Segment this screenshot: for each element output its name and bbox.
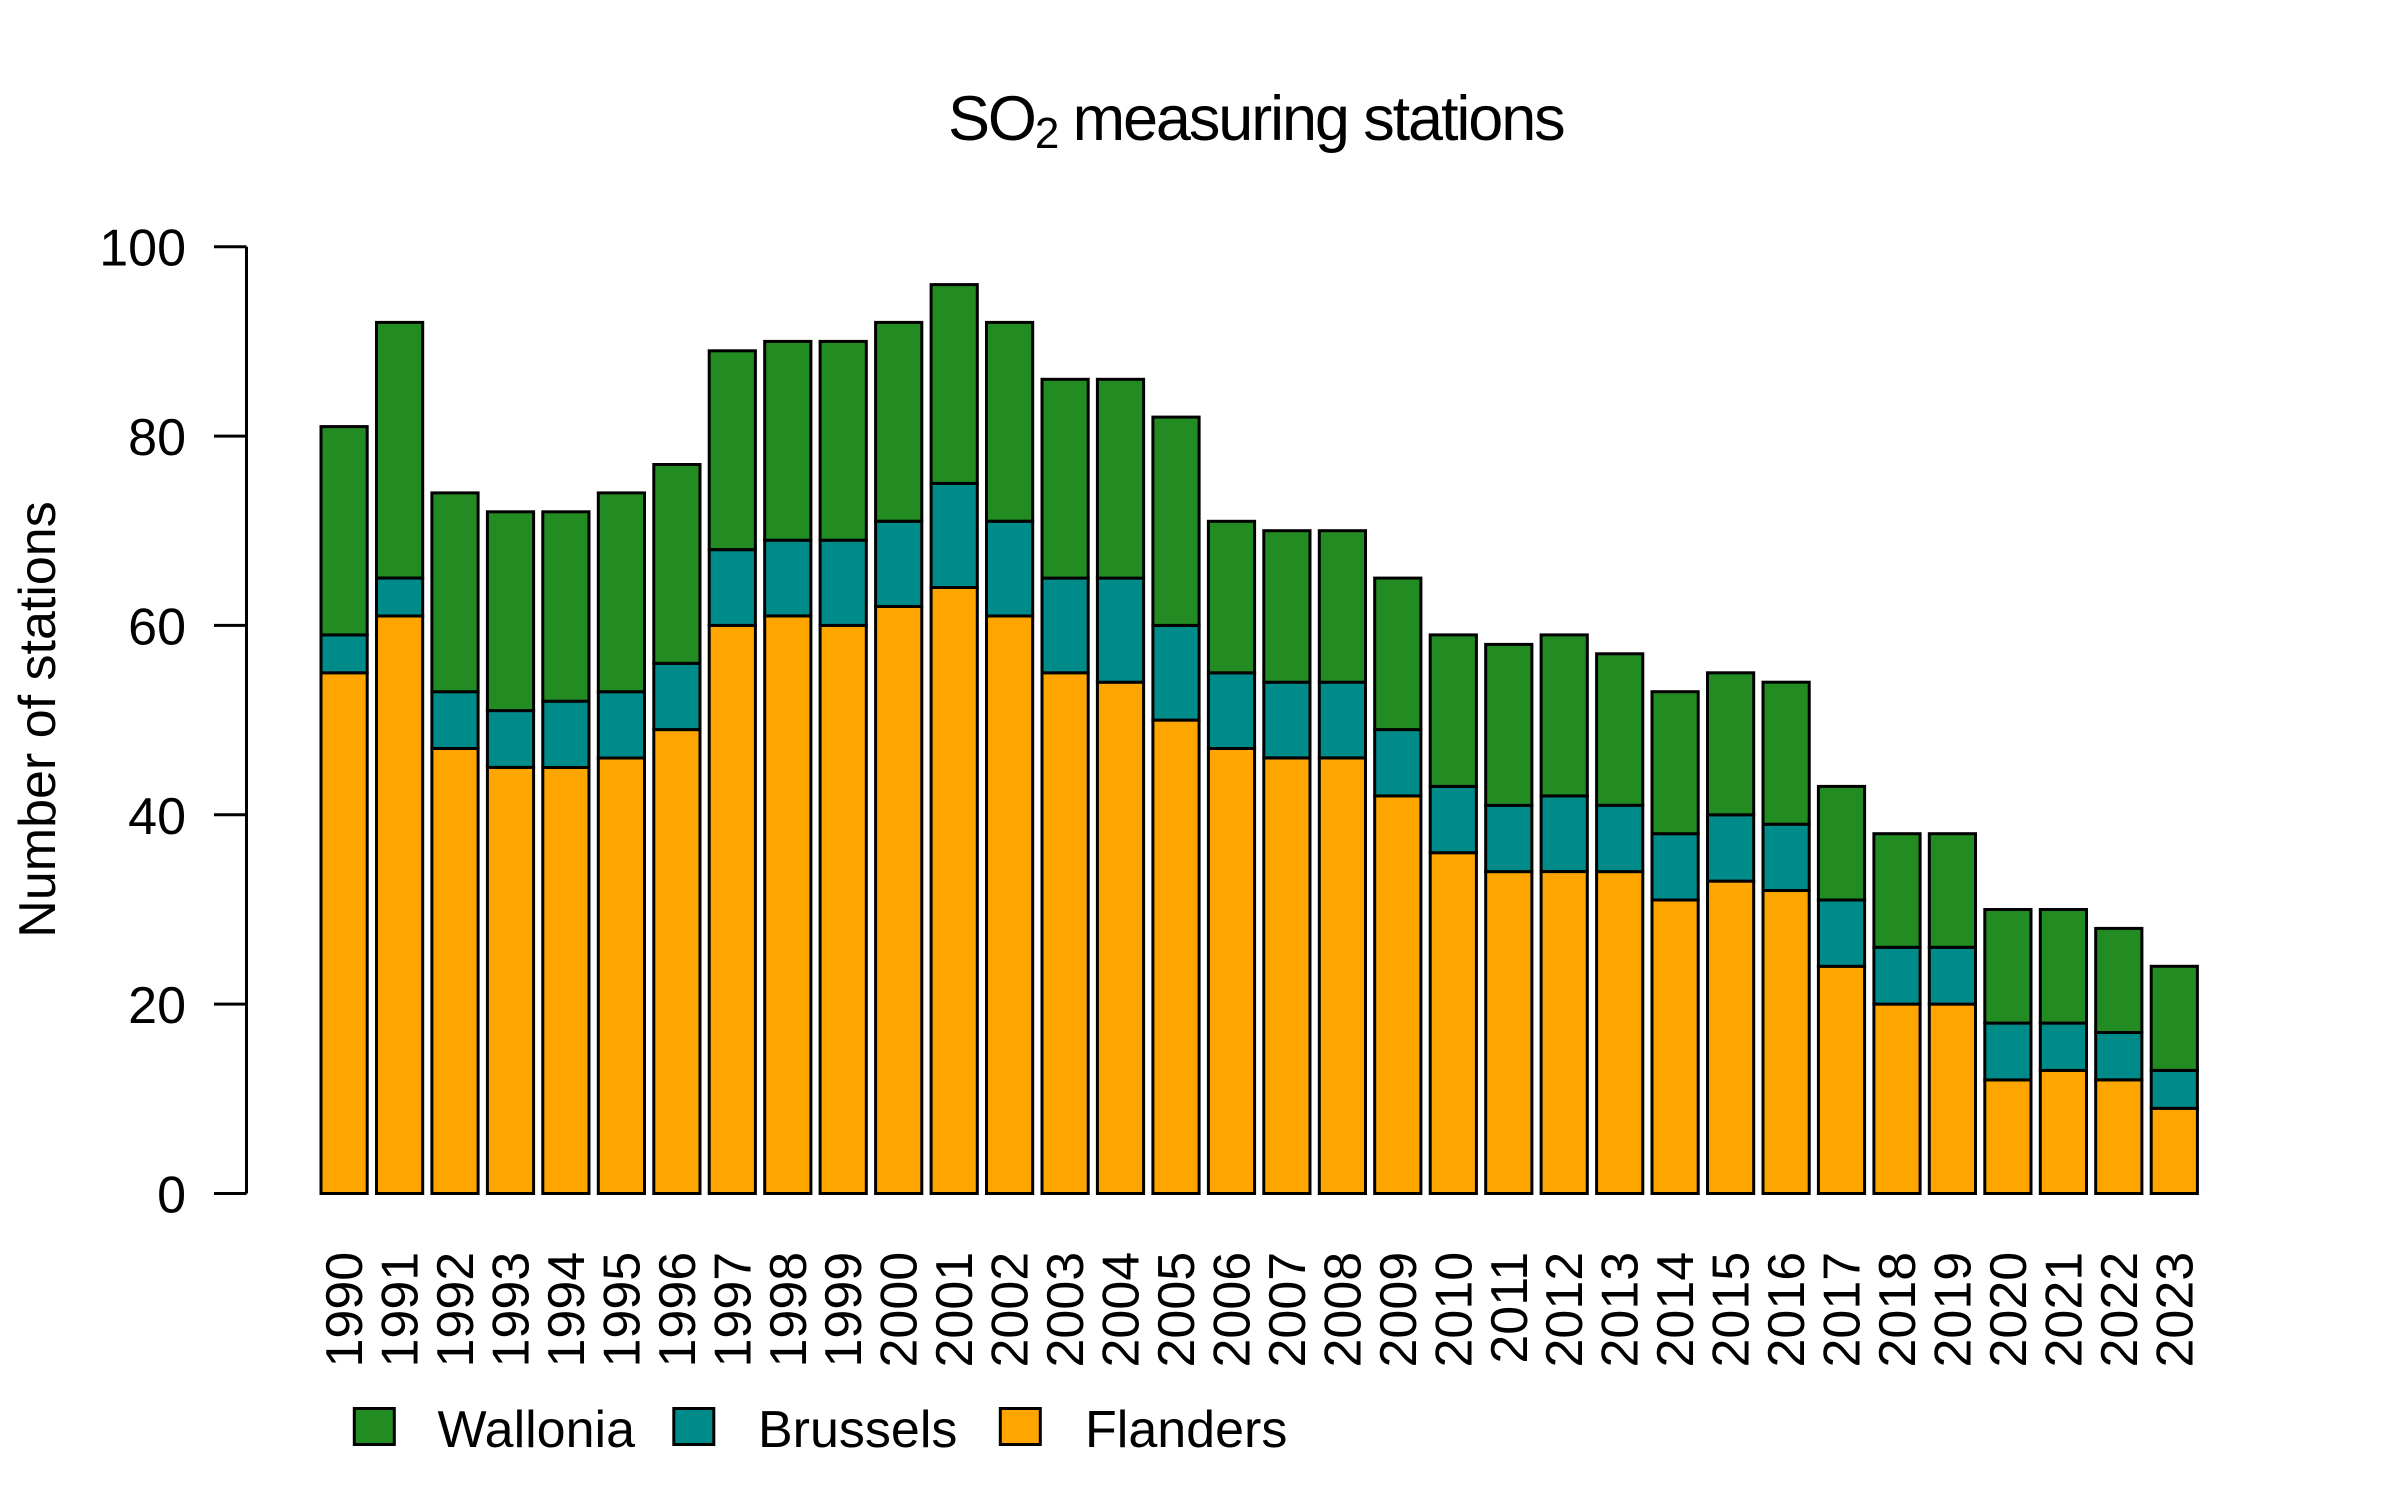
svg-text:2017: 2017 [1814, 1252, 1872, 1368]
svg-text:100: 100 [99, 220, 186, 278]
svg-text:1998: 1998 [760, 1252, 818, 1368]
svg-text:2022: 2022 [2091, 1252, 2149, 1368]
svg-text:2003: 2003 [1037, 1252, 1095, 1368]
svg-text:2021: 2021 [2035, 1252, 2093, 1368]
svg-text:2019: 2019 [1924, 1252, 1982, 1368]
svg-text:2000: 2000 [871, 1252, 929, 1368]
svg-text:1992: 1992 [427, 1252, 485, 1368]
svg-text:1993: 1993 [483, 1252, 541, 1368]
svg-text:2004: 2004 [1093, 1252, 1151, 1368]
svg-text:2018: 2018 [1869, 1252, 1927, 1368]
svg-text:1990: 1990 [316, 1252, 374, 1368]
svg-text:2007: 2007 [1259, 1252, 1317, 1368]
svg-text:1996: 1996 [649, 1252, 707, 1368]
svg-text:2009: 2009 [1370, 1252, 1428, 1368]
svg-text:2015: 2015 [1703, 1252, 1761, 1368]
svg-text:2020: 2020 [1980, 1252, 2038, 1368]
svg-text:80: 80 [128, 409, 186, 467]
svg-text:20: 20 [128, 977, 186, 1035]
svg-text:2006: 2006 [1204, 1252, 1262, 1368]
svg-text:1994: 1994 [538, 1252, 596, 1368]
svg-text:1999: 1999 [815, 1252, 873, 1368]
svg-text:2014: 2014 [1647, 1252, 1705, 1368]
svg-text:2016: 2016 [1758, 1252, 1816, 1368]
svg-text:2011: 2011 [1481, 1252, 1539, 1364]
svg-text:1997: 1997 [704, 1252, 762, 1368]
svg-text:0: 0 [157, 1167, 186, 1225]
svg-text:2012: 2012 [1536, 1252, 1594, 1368]
svg-text:40: 40 [128, 788, 186, 846]
svg-text:Flanders: Flanders [1085, 1401, 1287, 1459]
svg-text:1991: 1991 [372, 1252, 430, 1368]
svg-text:2013: 2013 [1592, 1252, 1650, 1368]
svg-text:2001: 2001 [926, 1252, 984, 1368]
svg-text:2010: 2010 [1425, 1252, 1483, 1368]
svg-text:Number of stations: Number of stations [9, 501, 67, 937]
svg-text:60: 60 [128, 598, 186, 656]
svg-text:2023: 2023 [2146, 1252, 2204, 1368]
svg-text:Wallonia: Wallonia [438, 1401, 636, 1459]
svg-text:1995: 1995 [593, 1252, 651, 1368]
svg-text:Brussels: Brussels [758, 1401, 957, 1459]
svg-text:2008: 2008 [1314, 1252, 1372, 1368]
svg-text:2002: 2002 [982, 1252, 1040, 1368]
svg-text:2005: 2005 [1148, 1252, 1206, 1368]
